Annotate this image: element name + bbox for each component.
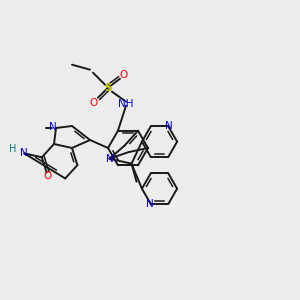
Text: O: O bbox=[44, 171, 52, 181]
Text: N: N bbox=[166, 122, 173, 131]
Text: H: H bbox=[9, 144, 16, 154]
Text: NH: NH bbox=[118, 99, 134, 109]
Text: N: N bbox=[106, 154, 113, 164]
Text: N: N bbox=[49, 122, 57, 132]
Text: O: O bbox=[89, 98, 97, 108]
Text: O: O bbox=[120, 70, 128, 80]
Text: S: S bbox=[104, 83, 112, 93]
Text: N: N bbox=[146, 199, 154, 209]
Text: N: N bbox=[20, 148, 28, 158]
